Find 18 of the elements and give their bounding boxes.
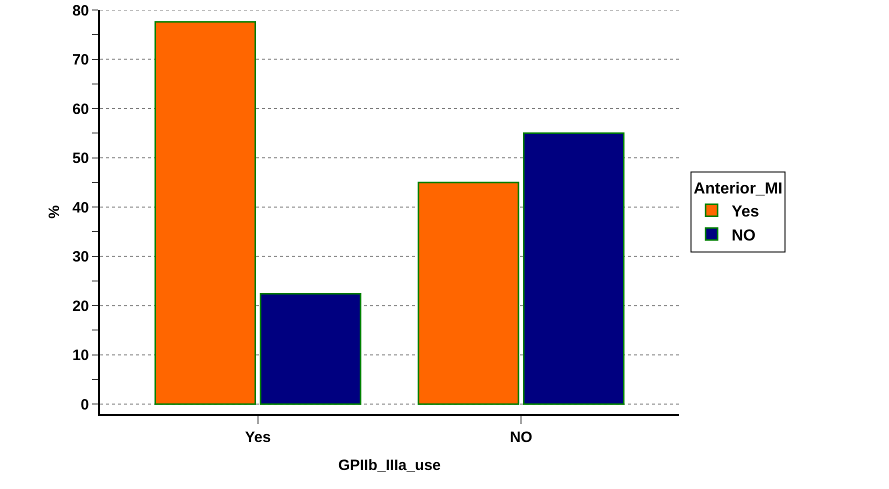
x-axis-title: GPIIb_IIIa_use <box>338 457 441 474</box>
bar <box>418 182 520 405</box>
bar <box>522 132 624 405</box>
y-tick-label: 70 <box>72 52 89 69</box>
y-tick-label: 20 <box>72 298 89 315</box>
y-tick-label: 10 <box>72 347 89 364</box>
y-tick-label: 30 <box>72 248 89 266</box>
y-tick-label: 50 <box>72 150 89 168</box>
bar <box>154 21 256 405</box>
y-tick-label: 60 <box>72 100 89 118</box>
y-tick-label: 0 <box>80 396 89 414</box>
legend-title: Anterior_MI <box>694 180 782 198</box>
y-tick-label: 40 <box>72 199 89 216</box>
y-tick-label: 80 <box>72 2 89 20</box>
legend-label: Yes <box>732 203 760 220</box>
y-axis-title: % <box>46 205 63 219</box>
bar <box>260 293 362 405</box>
legend-label: NO <box>732 227 756 244</box>
